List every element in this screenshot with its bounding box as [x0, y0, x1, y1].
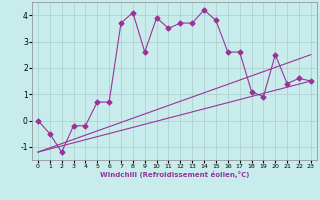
X-axis label: Windchill (Refroidissement éolien,°C): Windchill (Refroidissement éolien,°C)	[100, 171, 249, 178]
